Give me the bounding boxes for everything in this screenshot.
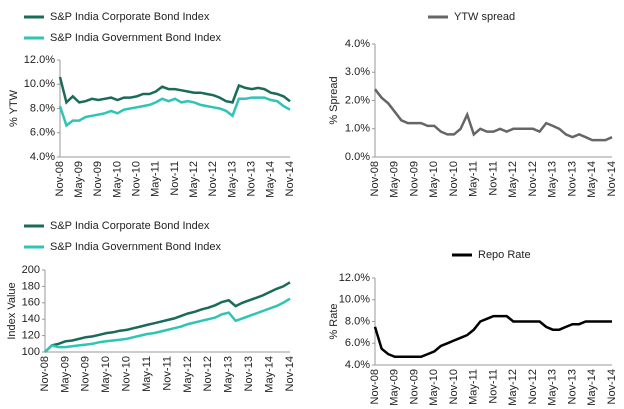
x-tick-label: May-12 [507, 161, 519, 198]
x-tick-label: May-12 [188, 161, 200, 198]
x-tick-label: Nov-13 [246, 161, 258, 196]
y-tick-label: 4.0% [345, 38, 370, 50]
x-tick-label: May-12 [182, 356, 194, 393]
y-tick-label: 12.0% [339, 272, 370, 284]
series-line [44, 281, 291, 353]
x-tick-label: Nov-12 [207, 161, 219, 196]
legend-label: YTW spread [454, 11, 515, 23]
x-tick-label: Nov-08 [369, 161, 381, 196]
y-tick-label: 2.0% [345, 94, 370, 106]
x-tick-label: Nov-14 [606, 369, 618, 404]
series-line [58, 76, 291, 105]
x-tick-label: May-13 [226, 161, 238, 198]
x-tick-label: Nov-13 [566, 369, 578, 404]
y-tick-label: 100 [22, 346, 40, 358]
x-tick-label: May-11 [150, 161, 162, 197]
y-tick-label: 3.0% [345, 66, 370, 78]
x-tick-label: Nov-09 [408, 369, 420, 404]
x-tick-label: Nov-11 [487, 369, 499, 404]
x-tick-label: Nov-13 [566, 161, 578, 196]
legend-label: S&P India Corporate Bond Index [50, 220, 210, 232]
x-tick-label: Nov-14 [284, 356, 296, 391]
x-tick-label: Nov-10 [448, 161, 460, 196]
y-tick-label: 120 [22, 330, 40, 342]
series-line [373, 314, 612, 359]
y-tick-label: 10.0% [24, 78, 55, 90]
y-tick-label: 12.0% [24, 54, 55, 66]
y-axis-label: % Rate [328, 303, 340, 339]
legend-label: S&P India Corporate Bond Index [50, 11, 210, 23]
y-tick-label: 0.0% [345, 151, 370, 163]
x-tick-label: Nov-09 [92, 161, 104, 196]
y-tick-label: 4.0% [345, 359, 370, 371]
x-tick-label: May-10 [100, 356, 112, 393]
y-axis-label: % Spread [328, 76, 340, 124]
x-tick-label: Nov-10 [121, 356, 133, 391]
x-tick-label: Nov-10 [448, 369, 460, 404]
series-line [58, 96, 291, 128]
x-tick-label: May-11 [468, 369, 480, 405]
x-tick-label: Nov-12 [202, 356, 214, 391]
x-tick-label: May-13 [547, 369, 559, 406]
legend-label: S&P India Government Bond Index [50, 32, 222, 44]
x-tick-label: May-09 [389, 161, 401, 198]
x-tick-label: May-11 [468, 161, 480, 197]
x-tick-label: May-10 [111, 161, 123, 198]
x-tick-label: May-13 [223, 356, 235, 393]
y-tick-label: 6.0% [30, 127, 55, 139]
x-tick-label: Nov-12 [527, 161, 539, 196]
x-tick-label: Nov-08 [54, 161, 66, 196]
x-tick-label: May-14 [586, 369, 598, 406]
x-tick-label: Nov-14 [284, 161, 296, 196]
x-tick-label: May-12 [507, 369, 519, 406]
legend-label: S&P India Government Bond Index [50, 241, 222, 253]
y-tick-label: 180 [22, 280, 40, 292]
series-line [44, 297, 291, 353]
series-line [374, 88, 613, 142]
x-tick-label: May-09 [73, 161, 85, 198]
x-tick-label: May-10 [428, 369, 440, 406]
x-tick-label: Nov-09 [80, 356, 92, 391]
y-tick-label: 4.0% [30, 151, 55, 163]
x-tick-label: May-09 [59, 356, 71, 393]
x-tick-label: Nov-14 [606, 161, 618, 196]
x-tick-label: May-13 [547, 161, 559, 198]
x-tick-label: May-14 [263, 356, 275, 393]
y-tick-label: 8.0% [345, 315, 370, 327]
x-tick-label: Nov-13 [243, 356, 255, 391]
y-tick-label: 160 [22, 297, 40, 309]
x-tick-label: May-14 [586, 161, 598, 198]
y-tick-label: 1.0% [345, 123, 370, 135]
y-axis-label: Index Value [6, 282, 18, 339]
x-tick-label: Nov-11 [487, 161, 499, 196]
y-axis-label: % YTW [8, 89, 20, 127]
y-tick-label: 140 [22, 313, 40, 325]
x-tick-label: Nov-11 [161, 356, 173, 391]
x-tick-label: Nov-08 [369, 369, 381, 404]
x-tick-label: Nov-09 [408, 161, 420, 196]
y-tick-label: 10.0% [339, 294, 370, 306]
x-tick-label: Nov-10 [131, 161, 143, 196]
x-tick-label: May-09 [389, 369, 401, 406]
legend-label: Repo Rate [478, 249, 531, 261]
y-tick-label: 200 [22, 264, 40, 276]
x-tick-label: May-11 [141, 356, 153, 392]
x-tick-label: May-10 [428, 161, 440, 198]
y-tick-label: 6.0% [345, 337, 370, 349]
x-tick-label: May-14 [265, 161, 277, 198]
x-tick-label: Nov-08 [39, 356, 51, 391]
x-tick-label: Nov-12 [527, 369, 539, 404]
x-tick-label: Nov-11 [169, 161, 181, 196]
y-tick-label: 8.0% [30, 102, 55, 114]
